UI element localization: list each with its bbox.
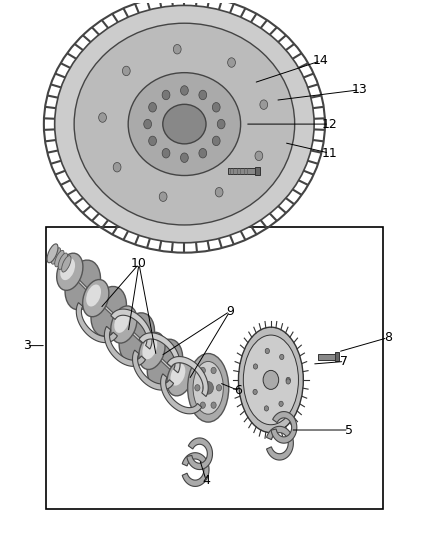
Ellipse shape xyxy=(65,260,100,310)
Text: 14: 14 xyxy=(313,54,328,67)
Circle shape xyxy=(212,136,220,146)
Text: 7: 7 xyxy=(340,355,348,368)
Text: 4: 4 xyxy=(202,474,210,487)
Circle shape xyxy=(99,113,106,122)
Ellipse shape xyxy=(111,306,137,343)
Ellipse shape xyxy=(244,335,298,425)
Circle shape xyxy=(286,377,290,383)
Circle shape xyxy=(148,102,156,112)
Circle shape xyxy=(217,119,225,129)
Ellipse shape xyxy=(51,248,61,264)
Polygon shape xyxy=(95,297,124,326)
Polygon shape xyxy=(151,350,181,378)
Ellipse shape xyxy=(170,364,185,386)
Ellipse shape xyxy=(114,311,129,333)
Bar xyxy=(335,352,339,361)
Text: 12: 12 xyxy=(321,118,337,131)
Polygon shape xyxy=(271,411,297,443)
Polygon shape xyxy=(167,357,208,397)
Ellipse shape xyxy=(238,327,304,433)
Text: 10: 10 xyxy=(131,257,147,270)
Circle shape xyxy=(216,385,222,391)
Polygon shape xyxy=(69,271,96,299)
Polygon shape xyxy=(104,326,145,366)
Circle shape xyxy=(122,66,130,76)
Circle shape xyxy=(203,382,213,394)
Ellipse shape xyxy=(62,256,71,272)
Circle shape xyxy=(263,370,279,390)
Text: 13: 13 xyxy=(352,83,367,96)
Circle shape xyxy=(264,406,268,411)
Text: 3: 3 xyxy=(23,339,31,352)
Ellipse shape xyxy=(147,339,183,389)
Ellipse shape xyxy=(142,337,157,359)
Ellipse shape xyxy=(193,361,223,414)
Polygon shape xyxy=(161,374,202,414)
Circle shape xyxy=(211,402,216,408)
Polygon shape xyxy=(111,309,152,349)
Circle shape xyxy=(199,90,207,100)
Circle shape xyxy=(144,119,152,129)
Ellipse shape xyxy=(91,286,127,336)
Circle shape xyxy=(159,192,167,201)
Ellipse shape xyxy=(48,245,57,262)
Circle shape xyxy=(200,367,205,374)
Circle shape xyxy=(200,402,205,408)
Circle shape xyxy=(260,100,268,109)
Ellipse shape xyxy=(55,251,64,267)
Bar xyxy=(46,227,383,509)
Circle shape xyxy=(215,188,223,197)
Circle shape xyxy=(173,44,181,54)
Ellipse shape xyxy=(119,313,155,362)
Polygon shape xyxy=(76,303,117,343)
Circle shape xyxy=(148,136,156,146)
Ellipse shape xyxy=(163,104,206,144)
Circle shape xyxy=(228,58,235,67)
Circle shape xyxy=(279,354,284,360)
Polygon shape xyxy=(123,324,152,352)
Ellipse shape xyxy=(187,353,229,422)
Circle shape xyxy=(199,149,207,158)
Ellipse shape xyxy=(86,285,101,306)
Circle shape xyxy=(212,102,220,112)
Ellipse shape xyxy=(167,359,193,396)
Polygon shape xyxy=(182,453,209,487)
Polygon shape xyxy=(187,438,212,470)
Polygon shape xyxy=(267,426,293,460)
Circle shape xyxy=(253,364,258,369)
Circle shape xyxy=(211,367,216,374)
Ellipse shape xyxy=(139,332,165,369)
Circle shape xyxy=(195,385,200,391)
Bar xyxy=(318,353,336,360)
Circle shape xyxy=(279,401,283,407)
Ellipse shape xyxy=(128,72,240,175)
Circle shape xyxy=(162,90,170,100)
Text: 8: 8 xyxy=(384,331,392,344)
Circle shape xyxy=(180,153,188,163)
Ellipse shape xyxy=(74,23,295,225)
Circle shape xyxy=(162,149,170,158)
Polygon shape xyxy=(139,333,180,373)
Ellipse shape xyxy=(57,253,83,290)
Bar xyxy=(255,167,260,175)
Text: 5: 5 xyxy=(345,424,353,437)
Circle shape xyxy=(286,379,290,384)
Text: 6: 6 xyxy=(234,384,242,397)
Ellipse shape xyxy=(47,244,58,263)
Ellipse shape xyxy=(55,5,314,243)
Ellipse shape xyxy=(60,258,75,280)
Circle shape xyxy=(265,349,269,354)
Circle shape xyxy=(180,86,188,95)
Circle shape xyxy=(113,163,121,172)
Text: 11: 11 xyxy=(321,147,337,159)
Ellipse shape xyxy=(58,253,67,270)
Polygon shape xyxy=(132,350,173,390)
Bar xyxy=(228,168,256,174)
Text: 9: 9 xyxy=(226,305,234,318)
Circle shape xyxy=(255,151,263,160)
Circle shape xyxy=(253,389,257,394)
Ellipse shape xyxy=(83,279,109,317)
